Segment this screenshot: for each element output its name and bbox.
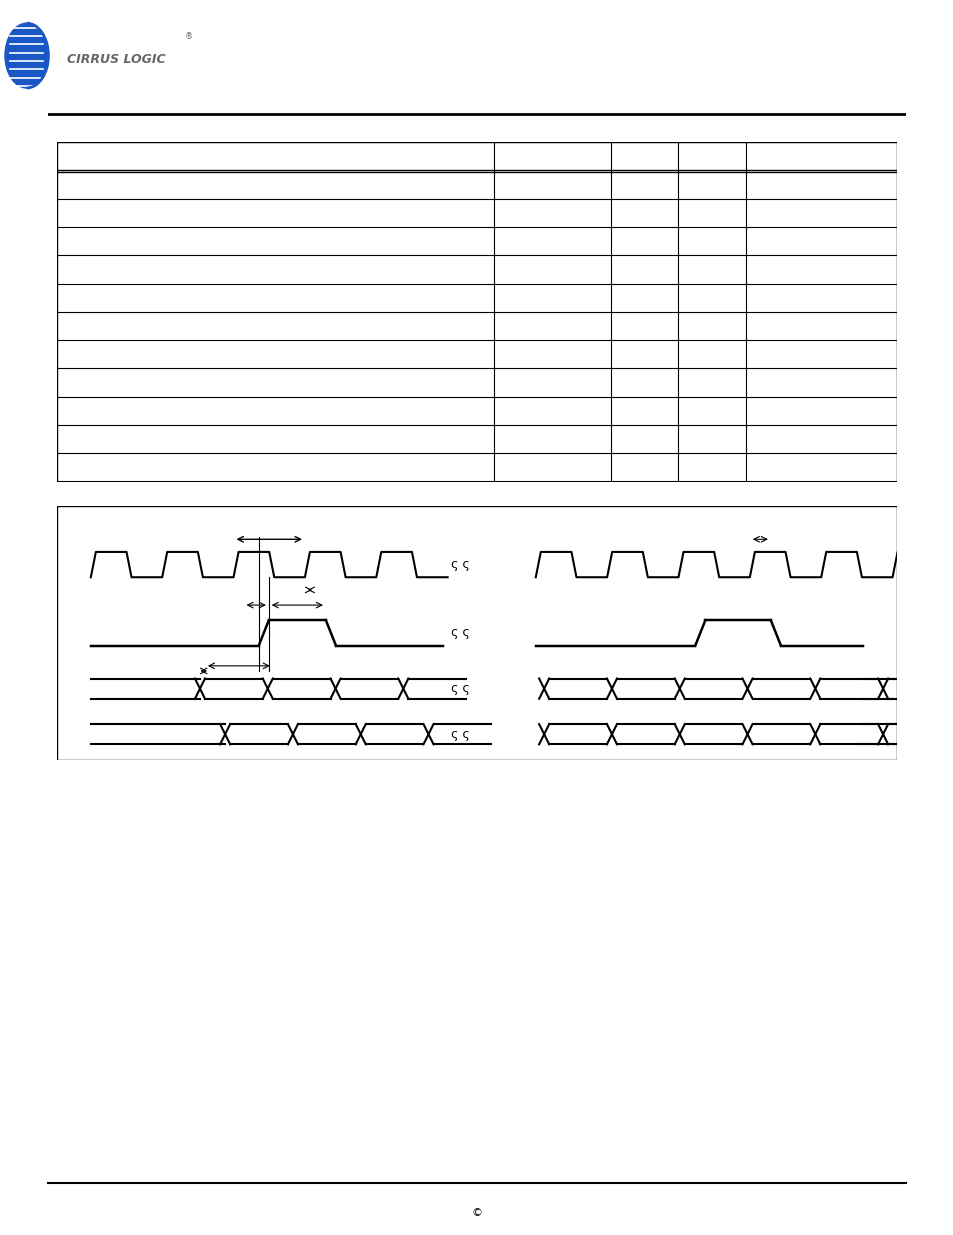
Text: ς ς: ς ς [451, 558, 469, 571]
Text: ©: © [471, 1208, 482, 1219]
Ellipse shape [5, 23, 49, 88]
Text: ς ς: ς ς [451, 682, 469, 695]
Text: ς ς: ς ς [451, 727, 469, 741]
Text: ®: ® [185, 32, 193, 41]
Text: CIRRUS LOGIC: CIRRUS LOGIC [67, 53, 165, 67]
Text: ς ς: ς ς [451, 626, 469, 640]
